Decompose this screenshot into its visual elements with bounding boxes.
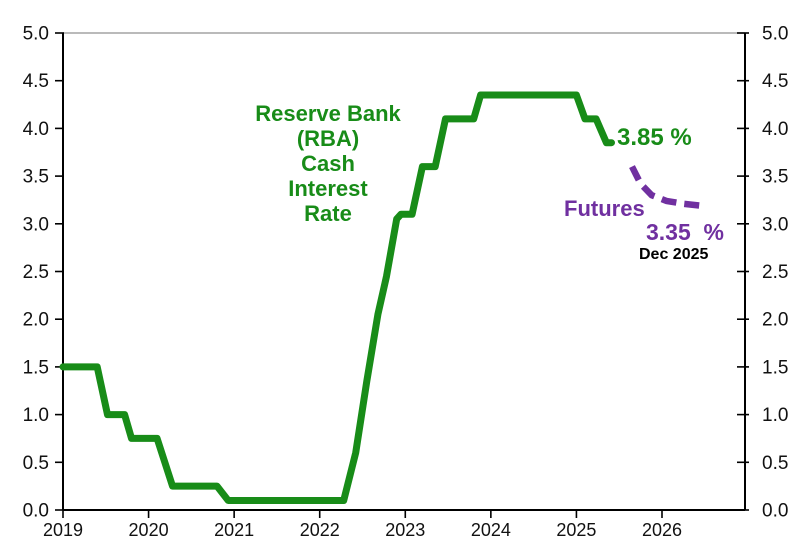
y-tick-label-left: 1.5 — [23, 357, 49, 378]
y-tick-label-left: 4.5 — [23, 71, 49, 92]
y-tick-label-right: 5.0 — [762, 24, 788, 45]
y-tick-label-right: 0.5 — [762, 453, 788, 474]
y-tick-label-left: 0.5 — [23, 453, 49, 474]
y-tick-label-left: 1.0 — [23, 405, 49, 426]
futures-series-label: Futures — [564, 196, 645, 221]
y-tick-label-right: 4.0 — [762, 119, 788, 140]
x-tick-label: 2022 — [300, 520, 340, 540]
y-tick-label-left: 3.0 — [23, 214, 49, 235]
y-tick-label-right: 2.5 — [762, 262, 788, 283]
x-tick-label: 2020 — [129, 520, 169, 540]
current-rate-label: 3.85 % — [617, 124, 692, 151]
y-tick-label-right: 1.0 — [762, 405, 788, 426]
x-tick-label: 2026 — [642, 520, 682, 540]
y-tick-label-left: 5.0 — [23, 24, 49, 45]
y-tick-label-left: 3.5 — [23, 167, 49, 188]
futures-rate-label: 3.35 % — [646, 219, 724, 245]
y-tick-label-right: 1.5 — [762, 357, 788, 378]
cash-rate-line — [59, 91, 615, 504]
y-tick-label-right: 3.0 — [762, 214, 788, 235]
y-tick-label-left: 0.0 — [23, 501, 49, 522]
x-tick-label: 2021 — [214, 520, 254, 540]
x-tick-label: 2023 — [385, 520, 425, 540]
y-tick-label-left: 2.5 — [23, 262, 49, 283]
series-title-label: Reserve Bank (RBA) Cash Interest Rate — [255, 101, 401, 226]
y-tick-label-left: 4.0 — [23, 119, 49, 140]
x-tick-label: 2019 — [43, 520, 83, 540]
x-tick-label: 2024 — [471, 520, 511, 540]
y-tick-label-right: 4.5 — [762, 71, 788, 92]
y-tick-label-left: 2.0 — [23, 310, 49, 331]
futures-date-label: Dec 2025 — [639, 246, 709, 263]
y-tick-label-right: 3.5 — [762, 167, 788, 188]
x-tick-label: 2025 — [556, 520, 596, 540]
y-tick-label-right: 0.0 — [762, 501, 788, 522]
y-tick-label-right: 2.0 — [762, 310, 788, 331]
futures-line — [629, 165, 702, 209]
